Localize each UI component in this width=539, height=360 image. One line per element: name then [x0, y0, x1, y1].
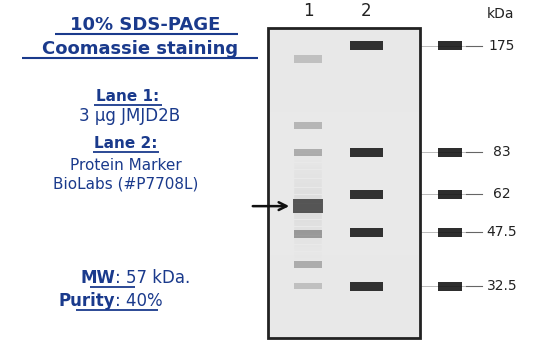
- Text: : 40%: : 40%: [115, 292, 163, 310]
- Bar: [438, 282, 462, 291]
- Bar: [294, 230, 322, 238]
- Text: kDa: kDa: [486, 7, 514, 21]
- Text: 2: 2: [361, 2, 371, 20]
- Text: 3 µg JMJD2B: 3 µg JMJD2B: [79, 107, 181, 125]
- Text: 62: 62: [493, 187, 511, 201]
- Bar: [294, 55, 322, 63]
- Bar: [349, 190, 383, 199]
- Text: MW: MW: [80, 270, 115, 288]
- Text: : 57 kDa.: : 57 kDa.: [115, 270, 190, 288]
- Text: Protein Marker: Protein Marker: [70, 158, 182, 173]
- Bar: [438, 41, 462, 50]
- Bar: [438, 148, 462, 157]
- Text: BioLabs (#P7708L): BioLabs (#P7708L): [53, 176, 199, 192]
- Text: Coomassie staining: Coomassie staining: [42, 40, 238, 58]
- Bar: [294, 261, 322, 267]
- Text: 32.5: 32.5: [487, 279, 517, 293]
- Bar: [438, 228, 462, 237]
- Text: 175: 175: [489, 39, 515, 53]
- Bar: [294, 122, 322, 129]
- Bar: [349, 41, 383, 50]
- Bar: [438, 190, 462, 199]
- Text: Lane 1:: Lane 1:: [96, 89, 160, 104]
- Bar: [268, 28, 420, 338]
- Bar: [293, 199, 323, 213]
- Text: Purity: Purity: [58, 292, 115, 310]
- Text: Lane 2:: Lane 2:: [94, 136, 158, 151]
- Bar: [349, 282, 383, 291]
- Text: 1: 1: [303, 2, 313, 20]
- Bar: [349, 148, 383, 157]
- Text: 83: 83: [493, 145, 511, 159]
- Text: 10% SDS-PAGE: 10% SDS-PAGE: [70, 16, 220, 34]
- Bar: [294, 283, 322, 289]
- Bar: [294, 149, 322, 156]
- Bar: [349, 228, 383, 237]
- Text: 47.5: 47.5: [487, 225, 517, 239]
